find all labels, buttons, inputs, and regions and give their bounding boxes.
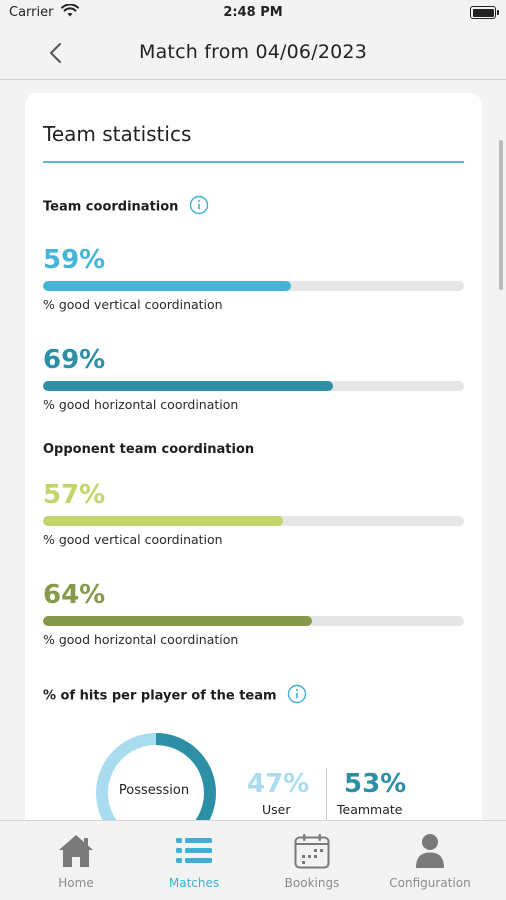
- status-bar: Carrier 2:48 PM: [0, 0, 506, 28]
- card-title: Team statistics: [43, 122, 192, 146]
- tab-label: Matches: [168, 876, 220, 890]
- progress-track: [43, 616, 464, 626]
- team-coordination-title: Team coordination: [43, 199, 179, 215]
- home-icon: [59, 835, 93, 867]
- battery-icon: [470, 6, 499, 19]
- page-title: Match from 04/06/2023: [139, 41, 367, 63]
- user-label: User: [262, 802, 291, 817]
- stat-value: 69%: [43, 345, 106, 375]
- user-icon: [416, 834, 444, 868]
- tab-home[interactable]: Home: [13, 821, 139, 900]
- progress-fill: [43, 281, 292, 291]
- opponent-vertical-coordination: 57% % good vertical coordination: [43, 480, 464, 547]
- title-divider: [43, 161, 464, 163]
- tab-bookings[interactable]: Bookings: [249, 821, 375, 900]
- team-horizontal-coordination: 69% % good horizontal coordination: [43, 345, 464, 412]
- info-icon[interactable]: [287, 684, 307, 704]
- tab-label: Configuration: [389, 876, 471, 890]
- tab-configuration[interactable]: Configuration: [367, 821, 493, 900]
- stat-value: 59%: [43, 245, 106, 275]
- progress-track: [43, 516, 464, 526]
- progress-fill: [43, 516, 283, 526]
- tab-label: Home: [58, 876, 94, 890]
- tab-label: Bookings: [284, 876, 340, 890]
- list-icon: [176, 838, 212, 863]
- progress-fill: [43, 616, 313, 626]
- status-time: 2:48 PM: [223, 5, 283, 20]
- hits-per-player-heading: % of hits per player of the team: [43, 684, 307, 706]
- donut-center-label: Possession: [118, 783, 190, 798]
- chevron-left-icon: [50, 43, 61, 63]
- team-statistics-card: Team statistics Team coordination 59% % …: [25, 93, 482, 853]
- opponent-horizontal-coordination: 64% % good horizontal coordination: [43, 580, 464, 647]
- back-button[interactable]: [40, 38, 72, 70]
- split-divider: [326, 769, 327, 823]
- progress-fill: [43, 381, 334, 391]
- nav-bar: Match from 04/06/2023: [0, 28, 506, 80]
- stat-label: % good vertical coordination: [43, 532, 223, 547]
- progress-track: [43, 281, 464, 291]
- tab-bar: Home Matches Bookings: [0, 820, 506, 900]
- team-coordination-heading: Team coordination: [43, 195, 209, 217]
- teammate-percentage: 53%: [344, 769, 407, 799]
- carrier-label: Carrier: [9, 5, 54, 20]
- scrollbar[interactable]: [499, 140, 503, 290]
- hits-per-player-title: % of hits per player of the team: [43, 688, 277, 704]
- opponent-coordination-title: Opponent team coordination: [43, 442, 255, 457]
- opponent-coordination-heading: Opponent team coordination: [43, 442, 254, 457]
- stat-label: % good horizontal coordination: [43, 397, 239, 412]
- info-icon[interactable]: [189, 195, 209, 215]
- progress-track: [43, 381, 464, 391]
- stat-label: % good vertical coordination: [43, 297, 223, 312]
- wifi-icon: [61, 4, 79, 17]
- team-vertical-coordination: 59% % good vertical coordination: [43, 245, 464, 312]
- teammate-label: Teammate: [337, 802, 403, 817]
- user-percentage: 47%: [247, 769, 310, 799]
- tab-matches[interactable]: Matches: [131, 821, 257, 900]
- stat-label: % good horizontal coordination: [43, 632, 239, 647]
- stat-value: 64%: [43, 580, 106, 610]
- calendar-icon: [294, 834, 330, 869]
- stat-value: 57%: [43, 480, 106, 510]
